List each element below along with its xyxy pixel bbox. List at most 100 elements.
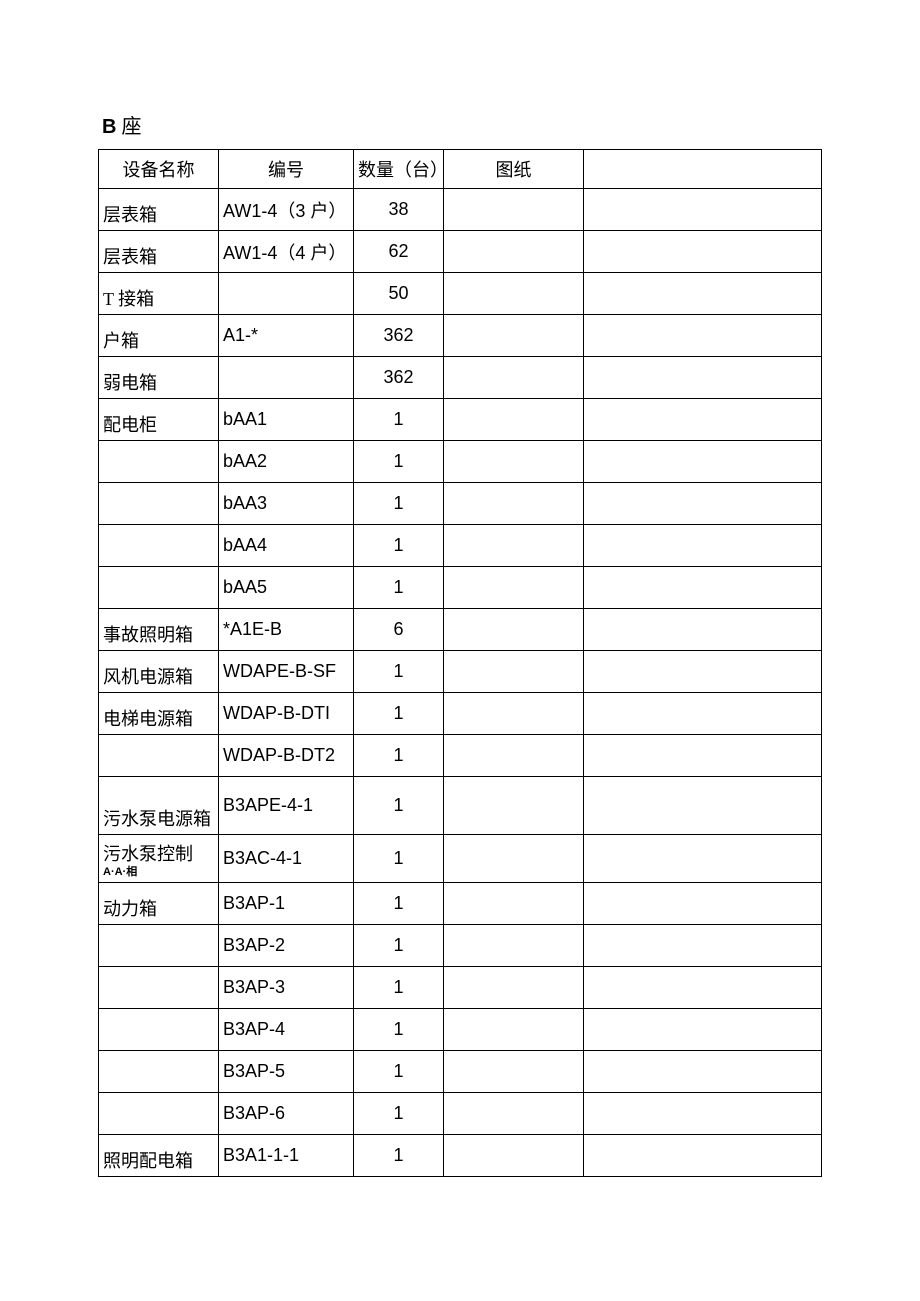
cell-drawing	[444, 315, 584, 357]
cell-blank	[584, 1051, 822, 1093]
table-row: B3AP-41	[99, 1009, 822, 1051]
cell-equipment-name: 事故照明箱	[99, 609, 219, 651]
cell-blank	[584, 315, 822, 357]
cell-code: B3AP-1	[219, 883, 354, 925]
cell-quantity: 1	[354, 1009, 444, 1051]
cell-quantity: 1	[354, 925, 444, 967]
cell-quantity: 1	[354, 1051, 444, 1093]
table-row: B3AP-21	[99, 925, 822, 967]
cell-drawing	[444, 483, 584, 525]
cell-code: bAA3	[219, 483, 354, 525]
cell-blank	[584, 1135, 822, 1177]
cell-equipment-name	[99, 735, 219, 777]
cell-quantity: 1	[354, 883, 444, 925]
cell-code: WDAP-B-DT2	[219, 735, 354, 777]
cell-code: A1-*	[219, 315, 354, 357]
cell-quantity: 50	[354, 273, 444, 315]
cell-quantity: 362	[354, 357, 444, 399]
cell-blank	[584, 651, 822, 693]
cell-equipment-name: 配电柜	[99, 399, 219, 441]
cell-equipment-name: 电梯电源箱	[99, 693, 219, 735]
equipment-table: 设备名称 编号 数量（台） 图纸 层表箱AW1-4（3 户）38层表箱AW1-4…	[98, 149, 822, 1177]
table-row: B3AP-51	[99, 1051, 822, 1093]
cell-quantity: 362	[354, 315, 444, 357]
header-equipment-name: 设备名称	[99, 150, 219, 189]
cell-drawing	[444, 1051, 584, 1093]
cell-blank	[584, 483, 822, 525]
cell-drawing	[444, 693, 584, 735]
table-row: 污水泵控制A·A·相B3AC-4-11	[99, 835, 822, 883]
cell-blank	[584, 189, 822, 231]
cell-code: B3AP-3	[219, 967, 354, 1009]
cell-code: WDAPE-B-SF	[219, 651, 354, 693]
cell-blank	[584, 883, 822, 925]
cell-quantity: 1	[354, 1093, 444, 1135]
cell-equipment-name	[99, 567, 219, 609]
cell-equipment-name: 层表箱	[99, 189, 219, 231]
cell-blank	[584, 231, 822, 273]
table-row: bAA41	[99, 525, 822, 567]
cell-quantity: 1	[354, 483, 444, 525]
cell-code: B3AP-2	[219, 925, 354, 967]
table-row: 层表箱AW1-4（3 户）38	[99, 189, 822, 231]
section-title: B 座	[102, 110, 822, 139]
cell-drawing	[444, 651, 584, 693]
cell-blank	[584, 967, 822, 1009]
cell-blank	[584, 399, 822, 441]
cell-drawing	[444, 567, 584, 609]
cell-equipment-name: 弱电箱	[99, 357, 219, 399]
table-row: 弱电箱 362	[99, 357, 822, 399]
cell-blank	[584, 357, 822, 399]
table-row: bAA51	[99, 567, 822, 609]
cell-code: WDAP-B-DTI	[219, 693, 354, 735]
cell-drawing	[444, 231, 584, 273]
cell-blank	[584, 693, 822, 735]
cell-drawing	[444, 273, 584, 315]
cell-drawing	[444, 735, 584, 777]
cell-code: bAA2	[219, 441, 354, 483]
header-code: 编号	[219, 150, 354, 189]
cell-blank	[584, 1093, 822, 1135]
table-row: 动力箱B3AP-11	[99, 883, 822, 925]
cell-quantity: 1	[354, 525, 444, 567]
cell-code: B3AP-4	[219, 1009, 354, 1051]
cell-blank	[584, 525, 822, 567]
table-row: WDAP-B-DT21	[99, 735, 822, 777]
cell-code: B3AP-5	[219, 1051, 354, 1093]
cell-drawing	[444, 189, 584, 231]
cell-equipment-name: 户箱	[99, 315, 219, 357]
cell-equipment-name	[99, 1093, 219, 1135]
table-row: 事故照明箱*A1E-B6	[99, 609, 822, 651]
cell-quantity: 1	[354, 441, 444, 483]
cell-equipment-name: 风机电源箱	[99, 651, 219, 693]
cell-code: B3AP-6	[219, 1093, 354, 1135]
table-row: B3AP-61	[99, 1093, 822, 1135]
cell-drawing	[444, 925, 584, 967]
cell-code: AW1-4（4 户）	[219, 231, 354, 273]
table-body: 层表箱AW1-4（3 户）38层表箱AW1-4（4 户）62T 接箱50户箱A1…	[99, 189, 822, 1177]
table-row: 户箱A1-*362	[99, 315, 822, 357]
cell-equipment-name	[99, 525, 219, 567]
cell-equipment-name	[99, 441, 219, 483]
cell-blank	[584, 441, 822, 483]
table-row: 污水泵电源箱B3APE-4-11	[99, 777, 822, 835]
table-row: 配电柜bAA11	[99, 399, 822, 441]
cell-drawing	[444, 525, 584, 567]
cell-code: bAA4	[219, 525, 354, 567]
cell-equipment-name: 动力箱	[99, 883, 219, 925]
cell-equipment-name: T 接箱	[99, 273, 219, 315]
title-bold-part: B	[102, 116, 116, 138]
cell-code: bAA5	[219, 567, 354, 609]
cell-drawing	[444, 1009, 584, 1051]
header-blank	[584, 150, 822, 189]
cell-code: B3A1-1-1	[219, 1135, 354, 1177]
table-row: 电梯电源箱WDAP-B-DTI1	[99, 693, 822, 735]
cell-equipment-name	[99, 1009, 219, 1051]
cell-drawing	[444, 399, 584, 441]
table-row: B3AP-31	[99, 967, 822, 1009]
cell-quantity: 1	[354, 735, 444, 777]
cell-equipment-name: 污水泵控制A·A·相	[99, 835, 219, 883]
cell-code: B3AC-4-1	[219, 835, 354, 883]
cell-drawing	[444, 357, 584, 399]
cell-drawing	[444, 777, 584, 835]
